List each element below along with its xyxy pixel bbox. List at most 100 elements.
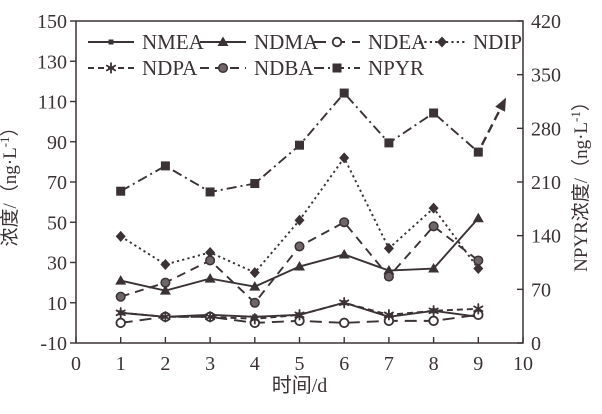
left-axis-tick-label: 150 xyxy=(37,11,67,33)
right-axis-tick-label: 420 xyxy=(531,11,561,33)
series-NDEA-marker xyxy=(428,315,439,327)
series-NDBA-marker xyxy=(294,241,305,252)
left-axis-tick-label: 130 xyxy=(37,51,67,73)
series-NDMA-marker xyxy=(472,212,484,223)
series-NDIP-marker xyxy=(294,214,305,226)
series-NDEA-marker xyxy=(115,317,126,329)
series-NPYR-marker xyxy=(160,161,170,171)
series-NDPA-marker xyxy=(473,303,484,315)
x-axis-tick-label: 10 xyxy=(513,353,533,375)
series-NPYR-marker xyxy=(205,187,215,197)
series-NDBA-marker xyxy=(205,255,216,266)
right-axis-tick-label: 280 xyxy=(531,118,561,140)
series-NDIP-marker xyxy=(249,267,260,279)
right-axis-tick-label: 350 xyxy=(531,65,561,87)
series-NPYR xyxy=(116,88,507,197)
series-NDMA xyxy=(115,212,484,295)
x-axis-tick-label: 5 xyxy=(295,353,305,375)
series-NDBA-marker xyxy=(115,291,126,302)
series-NDMA-line xyxy=(120,217,480,292)
x-axis-tick-label: 0 xyxy=(71,353,81,375)
series-NDMA-marker xyxy=(159,285,171,295)
series-NDPA-marker xyxy=(249,313,260,325)
left-axis-tick-label: 90 xyxy=(47,132,67,154)
left-axis-tick-label: -10 xyxy=(40,333,67,355)
x-axis-tick-label: 6 xyxy=(339,353,349,375)
right-axis-tick-label: 0 xyxy=(531,333,541,355)
series-NDMA-marker xyxy=(428,263,440,273)
left-axis-tick-label: 70 xyxy=(47,172,67,194)
series-NDPA-marker xyxy=(160,311,171,323)
x-axis-tick-label: 2 xyxy=(160,353,170,375)
x-axis-tick-label: 1 xyxy=(116,353,126,375)
series-NPYR-marker xyxy=(384,138,394,148)
legend-item-NDIP: NDIP xyxy=(419,30,522,54)
legend-item-NDPA: NDPA xyxy=(88,56,198,80)
series-NDPA-marker xyxy=(205,311,216,323)
series-NDEA-marker xyxy=(339,317,350,329)
series-NDPA-marker xyxy=(339,297,350,309)
series-NPYR-marker xyxy=(116,186,126,196)
legend-sample-marker xyxy=(217,36,229,46)
legend-label-NMEA: NMEA xyxy=(142,30,205,54)
legend-label-NPYR: NPYR xyxy=(368,56,424,80)
series-NDIP-marker xyxy=(383,242,394,254)
series-NDBA-marker xyxy=(383,271,394,282)
series-NDIP-marker xyxy=(473,263,484,275)
legend-label-NDPA: NDPA xyxy=(142,56,198,80)
series-NDMA-marker xyxy=(249,281,261,291)
series-NDPA-marker xyxy=(115,307,126,319)
series-NDBA xyxy=(115,217,484,308)
right-axis-tick-label: 210 xyxy=(531,172,561,194)
legend-item-NDBA: NDBA xyxy=(200,56,314,80)
series-NPYR-marker xyxy=(295,140,304,150)
x-axis-tick-label: 4 xyxy=(250,353,260,375)
series-NDIP-marker xyxy=(205,246,216,258)
left-axis-title: 浓度/（ng·L-1） xyxy=(0,117,21,246)
series-NDBA-marker xyxy=(473,255,484,266)
right-axis-title: NPYR浓度/（ng·L-1） xyxy=(568,92,592,272)
legend-item-NMEA: NMEA xyxy=(88,30,205,54)
series-NDBA-marker xyxy=(249,297,260,308)
series-NDPA-marker xyxy=(294,309,305,321)
left-axis-tick-label: 30 xyxy=(47,253,67,275)
legend-label-NDIP: NDIP xyxy=(473,30,522,54)
series-NDPA-marker xyxy=(383,309,394,321)
series-NPYR-marker xyxy=(250,179,260,189)
legend-sample-marker xyxy=(332,63,342,73)
series-NPYR-marker xyxy=(339,88,349,98)
left-axis-tick-label: 10 xyxy=(47,293,67,315)
legend-sample-marker xyxy=(437,36,447,48)
legend-sample-marker xyxy=(105,62,117,74)
series-NDBA-marker xyxy=(339,217,350,228)
series-NDIP-marker xyxy=(339,152,350,164)
legend-item-NPYR: NPYR xyxy=(314,56,424,80)
series-NDMA-marker xyxy=(204,273,216,283)
legend-item-NDEA: NDEA xyxy=(314,30,427,54)
x-axis-tick-label: 3 xyxy=(205,353,215,375)
series-NPYR-marker xyxy=(429,108,439,118)
legend-sample-marker xyxy=(108,39,114,45)
series-NDMA-marker xyxy=(338,248,350,259)
x-axis-tick-label: 7 xyxy=(384,353,394,375)
series-NDIP-marker xyxy=(160,259,171,271)
left-axis-tick-label: 50 xyxy=(47,212,67,234)
series-NDPA-marker xyxy=(428,305,439,317)
series-NDBA-marker xyxy=(428,221,439,232)
right-axis-tick-label: 70 xyxy=(531,279,551,301)
x-axis-tick-label: 9 xyxy=(473,353,483,375)
legend-label-NDMA: NDMA xyxy=(254,30,319,54)
trend-arrow-head xyxy=(495,97,507,112)
series-NDIP xyxy=(115,152,484,279)
series-NDPA-line xyxy=(120,301,479,320)
legend-label-NDBA: NDBA xyxy=(254,56,314,80)
legend-item-NDMA: NDMA xyxy=(200,30,319,54)
legend-label-NDEA: NDEA xyxy=(368,30,427,54)
legend-sample-marker xyxy=(217,62,229,74)
series-NPYR-marker xyxy=(473,147,483,157)
series-NDMA-marker xyxy=(294,261,305,271)
series-NDIP-marker xyxy=(115,230,126,242)
legend-sample-marker xyxy=(331,36,343,48)
